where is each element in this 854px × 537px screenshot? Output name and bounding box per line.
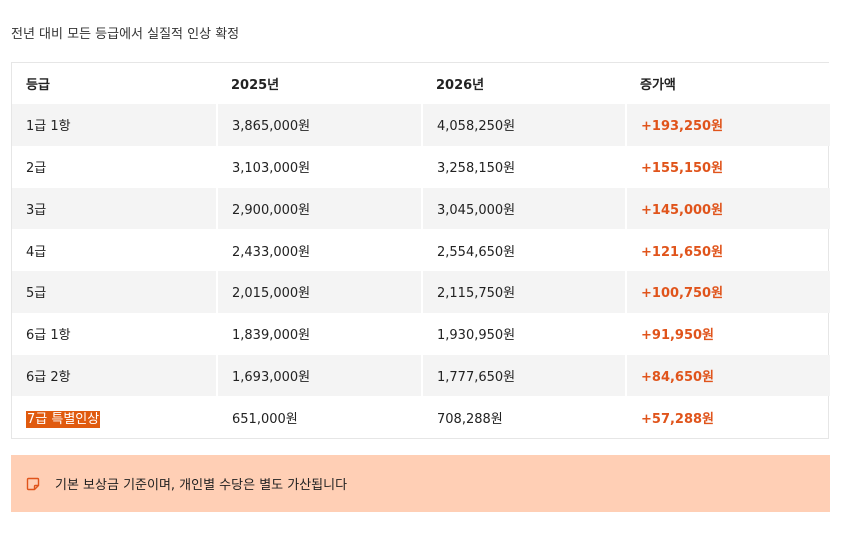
table-row: 1급 1항 3,865,000원 4,058,250원 +193,250원 [12,104,830,146]
cell-increase: +57,288원 [625,396,830,438]
table-row: 7급 특별인상 651,000원 708,288원 +57,288원 [12,396,830,438]
cell-increase: +155,150원 [625,145,830,188]
table-row: 4급 2,433,000원 2,554,650원 +121,650원 [12,229,830,271]
cell-increase: +84,650원 [625,354,830,397]
cell-2026: 2,115,750원 [421,271,626,313]
cell-grade: 5급 [12,271,217,313]
note-text: 기본 보상금 기준이며, 개인별 수당은 별도 가산됩니다 [55,478,348,493]
cell-2026: 708,288원 [421,396,626,438]
cell-2025: 3,865,000원 [216,104,422,146]
cell-2026: 1,930,950원 [421,312,626,355]
cell-grade: 6급 1항 [26,328,71,344]
cell-2025: 1,839,000원 [216,312,422,355]
cell-2026: 3,045,000원 [421,187,626,230]
grade-table: 등급 2025년 2026년 증가액 1급 1항 3,865,000원 4,05… [12,63,830,438]
header-increase: 증가액 [626,63,830,104]
cell-grade: 6급 2항 [12,354,217,397]
cell-2026: 4,058,250원 [421,104,626,146]
header-2026: 2026년 [422,63,626,104]
cell-2026: 1,777,650원 [421,354,626,397]
cell-2025: 3,103,000원 [216,145,422,188]
cell-2025: 651,000원 [216,396,422,438]
cell-increase: +100,750원 [625,271,830,313]
cell-increase: +121,650원 [625,229,830,271]
header-grade: 등급 [12,63,217,104]
cell-2025: 2,900,000원 [216,187,422,230]
cell-2026: 2,554,650원 [421,229,626,271]
cell-grade: 7급 특별인상 [12,396,217,438]
table-row: 2급 3,103,000원 3,258,150원 +155,150원 [12,145,830,188]
table-row: 5급 2,015,000원 2,115,750원 +100,750원 [12,271,830,313]
highlighted-grade: 7급 특별인상 [26,410,101,428]
info-note: 기본 보상금 기준이며, 개인별 수당은 별도 가산됩니다 [11,455,830,512]
table-header-row: 등급 2025년 2026년 증가액 [12,63,830,104]
cell-increase: +193,250원 [625,104,830,146]
cell-grade: 3급 [12,187,217,230]
cell-2026: 3,258,150원 [421,145,626,188]
page-subtitle: 전년 대비 모든 등급에서 실질적 인상 확정 [11,27,240,42]
cell-increase: +91,950원 [625,312,830,355]
cell-grade: 4급 [26,244,47,260]
cell-2025: 1,693,000원 [216,354,422,397]
table-row: 3급 2,900,000원 3,045,000원 +145,000원 [12,187,830,230]
table-row: 6급 2항 1,693,000원 1,777,650원 +84,650원 [12,354,830,397]
table-row: 6급 1항 1,839,000원 1,930,950원 +91,950원 [12,312,830,355]
header-2025: 2025년 [217,63,422,104]
cell-2025: 2,015,000원 [216,271,422,313]
grade-table-container: 등급 2025년 2026년 증가액 1급 1항 3,865,000원 4,05… [11,62,830,439]
cell-2025: 2,433,000원 [216,229,422,271]
cell-grade: 1급 1항 [12,104,217,146]
note-icon [26,477,40,491]
cell-grade: 2급 [26,161,47,177]
cell-increase: +145,000원 [625,187,830,230]
